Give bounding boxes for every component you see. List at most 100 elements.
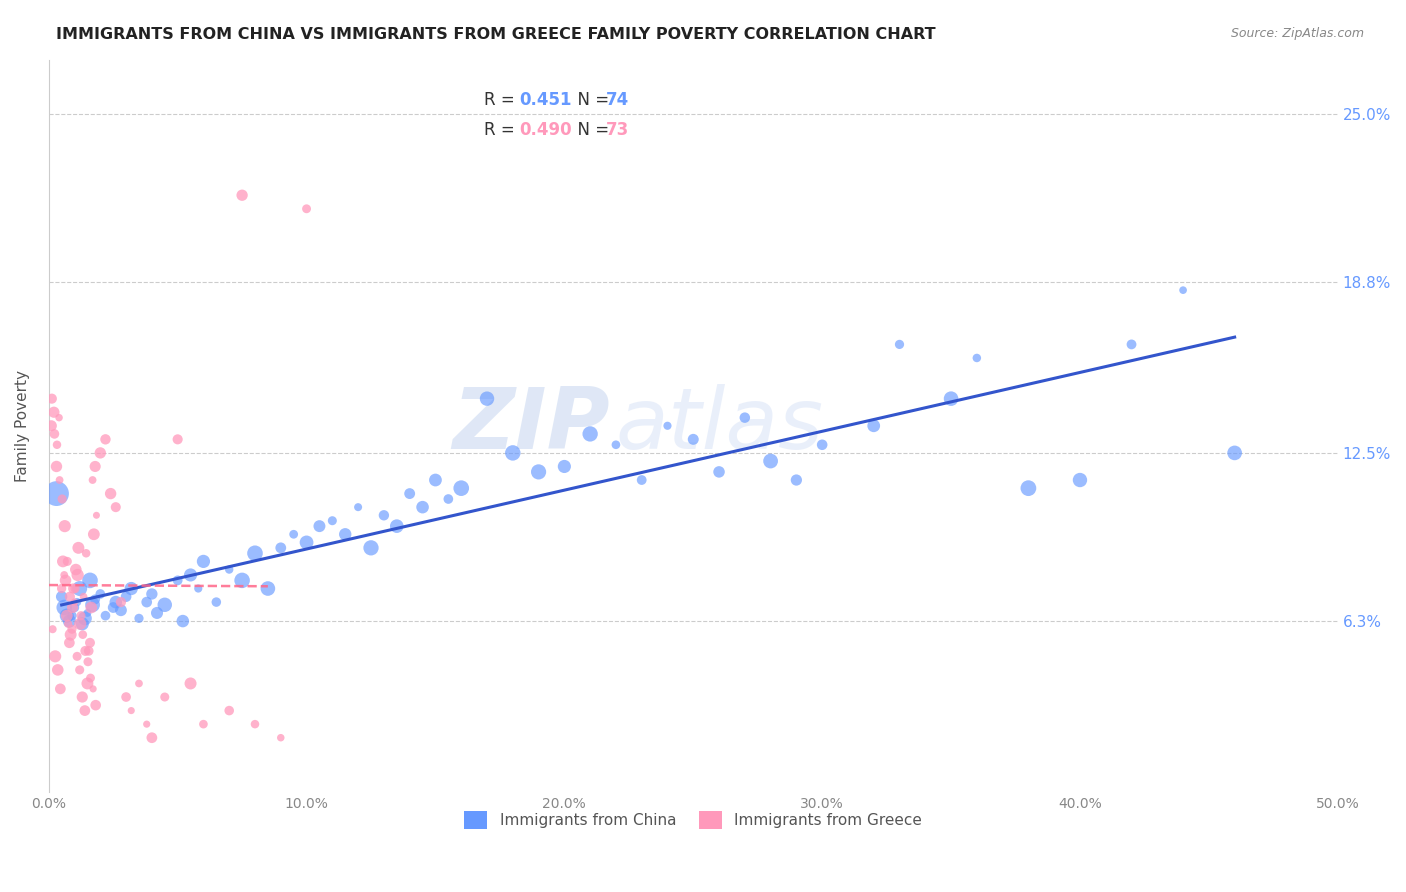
Point	[146, 606, 169, 620]
Point	[53, 600, 76, 615]
Point	[141, 731, 163, 745]
Point	[72, 627, 94, 641]
Point	[243, 717, 266, 731]
Point	[135, 595, 157, 609]
Point	[56, 608, 79, 623]
Point	[73, 611, 96, 625]
Point	[49, 681, 72, 696]
Point	[48, 473, 70, 487]
Point	[59, 627, 82, 641]
Point	[321, 514, 343, 528]
Point	[373, 508, 395, 523]
Point	[128, 676, 150, 690]
Point	[939, 392, 962, 406]
Text: N =: N =	[567, 121, 614, 139]
Text: IMMIGRANTS FROM CHINA VS IMMIGRANTS FROM GREECE FAMILY POVERTY CORRELATION CHART: IMMIGRANTS FROM CHINA VS IMMIGRANTS FROM…	[56, 27, 936, 42]
Point	[45, 486, 67, 500]
Point	[425, 473, 447, 487]
Point	[51, 590, 73, 604]
Point	[63, 582, 86, 596]
Point	[283, 527, 305, 541]
Point	[412, 500, 434, 515]
Point	[553, 459, 575, 474]
Legend: Immigrants from China, Immigrants from Greece: Immigrants from China, Immigrants from G…	[458, 805, 928, 836]
Point	[153, 598, 176, 612]
Point	[141, 587, 163, 601]
Y-axis label: Family Poverty: Family Poverty	[15, 370, 30, 482]
Point	[205, 595, 228, 609]
Point	[94, 608, 117, 623]
Point	[48, 410, 70, 425]
Point	[630, 473, 652, 487]
Point	[218, 562, 240, 576]
Text: N =: N =	[567, 91, 614, 109]
Text: Source: ZipAtlas.com: Source: ZipAtlas.com	[1230, 27, 1364, 40]
Point	[502, 446, 524, 460]
Point	[44, 426, 66, 441]
Point	[193, 554, 215, 568]
Text: R =: R =	[485, 121, 520, 139]
Point	[180, 568, 202, 582]
Point	[682, 433, 704, 447]
Point	[75, 644, 97, 658]
Point	[579, 426, 602, 441]
Point	[46, 438, 69, 452]
Point	[785, 473, 807, 487]
Point	[115, 690, 138, 704]
Point	[42, 405, 65, 419]
Point	[84, 592, 107, 607]
Point	[55, 574, 77, 588]
Point	[73, 704, 96, 718]
Point	[46, 663, 69, 677]
Point	[56, 608, 79, 623]
Point	[45, 459, 67, 474]
Point	[385, 519, 408, 533]
Point	[889, 337, 911, 351]
Point	[58, 614, 80, 628]
Text: 74: 74	[606, 91, 628, 109]
Point	[128, 611, 150, 625]
Point	[77, 644, 100, 658]
Point	[398, 486, 420, 500]
Point	[104, 500, 127, 515]
Point	[811, 438, 834, 452]
Point	[53, 568, 76, 582]
Point	[180, 676, 202, 690]
Point	[347, 500, 370, 515]
Point	[76, 676, 98, 690]
Point	[72, 690, 94, 704]
Text: 0.490: 0.490	[519, 121, 572, 139]
Point	[360, 541, 382, 555]
Point	[1017, 481, 1039, 495]
Point	[308, 519, 330, 533]
Point	[295, 202, 318, 216]
Point	[1171, 283, 1194, 297]
Point	[100, 486, 122, 500]
Point	[103, 600, 125, 615]
Point	[475, 392, 498, 406]
Text: 0.451: 0.451	[519, 91, 572, 109]
Point	[335, 527, 357, 541]
Point	[605, 438, 627, 452]
Point	[193, 717, 215, 731]
Point	[437, 491, 460, 506]
Text: 73: 73	[606, 121, 628, 139]
Point	[862, 418, 884, 433]
Point	[41, 392, 63, 406]
Point	[53, 519, 76, 533]
Point	[110, 595, 132, 609]
Point	[187, 582, 209, 596]
Point	[734, 410, 756, 425]
Point	[172, 614, 194, 628]
Point	[41, 622, 63, 636]
Point	[527, 465, 550, 479]
Point	[65, 562, 87, 576]
Point	[86, 508, 108, 523]
Point	[77, 655, 100, 669]
Text: ZIP: ZIP	[451, 384, 609, 467]
Point	[295, 535, 318, 549]
Point	[243, 546, 266, 560]
Point	[270, 731, 292, 745]
Point	[63, 600, 86, 615]
Text: atlas: atlas	[616, 384, 824, 467]
